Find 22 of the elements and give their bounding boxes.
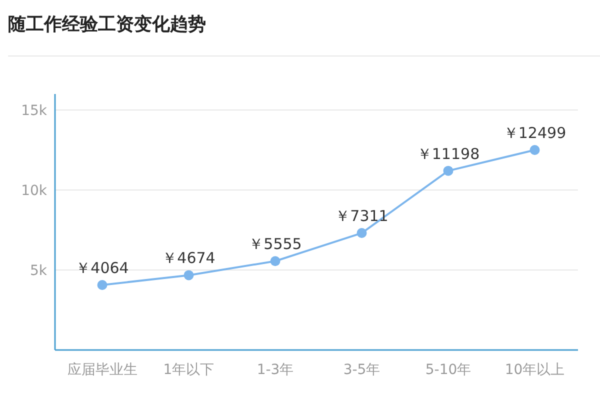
data-label: ￥5555	[248, 235, 302, 254]
y-tick-label: 5k	[30, 262, 48, 279]
data-label: ￥12499	[503, 124, 566, 142]
data-label: ￥4674	[162, 249, 216, 268]
x-tick-label: 应届毕业生	[67, 362, 138, 378]
x-tick-label: 5-10年	[425, 362, 472, 378]
x-tick-label: 3-5年	[343, 362, 380, 378]
point	[443, 166, 454, 176]
chart-title: 随工作经验工资变化趋势	[8, 14, 206, 35]
point	[184, 270, 194, 280]
data-label: ￥4064	[76, 258, 129, 277]
data-label: ￥7311	[335, 207, 388, 226]
y-tick-label: 10k	[21, 182, 48, 199]
point	[356, 228, 367, 238]
point	[530, 145, 540, 156]
point	[97, 280, 108, 290]
x-tick-label: 1-3年	[256, 362, 294, 378]
x-tick-label: 10年以上	[504, 362, 565, 378]
data-label: ￥11198	[416, 144, 480, 163]
y-tick-label: 15k	[21, 102, 48, 119]
x-tick-label: 1年以下	[163, 362, 214, 378]
point	[270, 256, 280, 266]
